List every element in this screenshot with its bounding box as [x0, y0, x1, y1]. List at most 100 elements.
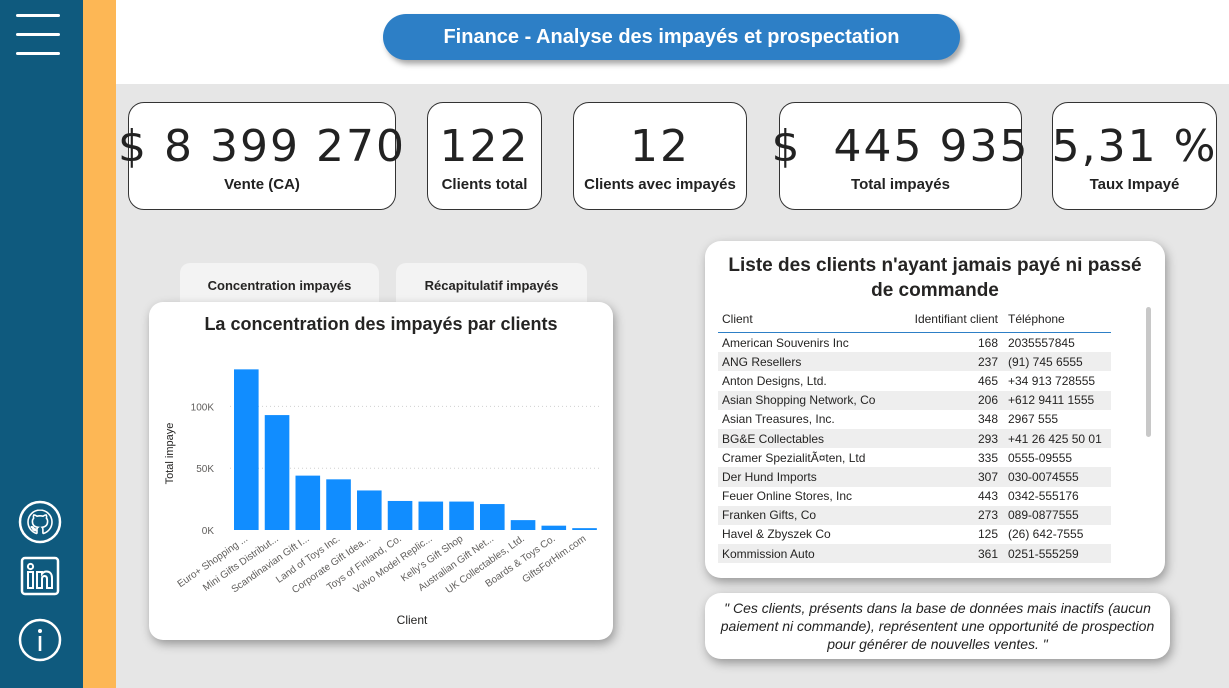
cell-phone: +34 913 728555 [1008, 373, 1096, 388]
cell-phone: (26) 642-7555 [1008, 527, 1084, 542]
kpi-value: 12 [630, 120, 690, 172]
bar [264, 415, 290, 530]
bar [541, 525, 567, 530]
cell-client: Kommission Auto [722, 546, 815, 561]
cell-phone: 2967 555 [1008, 412, 1059, 427]
cell-client: BG&E Collectables [722, 431, 825, 446]
column-header-phone[interactable]: Téléphone [1008, 311, 1065, 326]
kpi-value: $ 8 399 270 [118, 120, 406, 172]
kpi-card-sales: $ 8 399 270 Vente (CA) [118, 102, 404, 210]
kpi-card-total-clients: 122 Clients total [427, 102, 542, 210]
kpi-label: Vente (CA) [224, 175, 300, 193]
cell-client: Der Hund Imports [722, 469, 817, 484]
table-row[interactable]: Cramer SpezialitÃ¤ten, Ltd 335 0555-09555 [718, 448, 1111, 467]
bar [449, 501, 474, 530]
bar [418, 501, 444, 530]
kpi-label: Taux Impayé [1089, 175, 1180, 193]
kpi-value: 122 [439, 120, 530, 172]
kpi-card-total-unpaid: $ 445 935 Total impayés [772, 102, 1027, 210]
cell-phone: 0251-555259 [1008, 546, 1079, 561]
accent-stripe [83, 0, 116, 688]
tab-recapitulatif-impayes[interactable]: Récapitulatif impayés [396, 263, 587, 307]
x-axis-title: Client [397, 613, 428, 627]
cell-client-id: 168 [977, 335, 998, 350]
cell-client-id: 206 [977, 393, 998, 408]
kpi-label: Clients avec impayés [584, 175, 736, 193]
y-tick-label: 0K [202, 526, 215, 537]
table-row[interactable]: Asian Treasures, Inc. 348 2967 555 [718, 410, 1111, 429]
table-row[interactable]: Kommission Auto 361 0251-555259 [718, 544, 1111, 564]
kpi-label: Total impayés [851, 175, 950, 193]
kpi-value: 5,31 % [1051, 120, 1218, 172]
table-row[interactable]: Asian Shopping Network, Co 206 +612 9411 1… [718, 390, 1111, 410]
cell-client: Franken Gifts, Co [722, 508, 817, 523]
cell-client: Asian Treasures, Inc. [722, 412, 835, 427]
table-row[interactable]: BG&E Collectables 293 +41 26 425 50 01 [718, 428, 1111, 449]
table-body: American Souvenirs Inc 168 2035557845 ANG R… [718, 333, 1111, 564]
cell-client: ANG Resellers [722, 354, 802, 369]
bar [295, 475, 321, 530]
cell-client: Cramer SpezialitÃ¤ten, Ltd [722, 450, 866, 465]
sidebar [0, 0, 83, 688]
cell-client-id: 293 [977, 431, 998, 446]
cell-client-id: 348 [977, 412, 998, 427]
cell-client-id: 125 [977, 527, 998, 542]
cell-client: American Souvenirs Inc [722, 335, 849, 350]
table-title: Liste des clients n'ayant jamais payé ni… [728, 255, 1142, 301]
cell-client-id: 237 [977, 354, 998, 369]
cell-client-id: 273 [977, 508, 998, 523]
cell-client-id: 443 [977, 489, 998, 504]
cell-client: Feuer Online Stores, Inc [722, 489, 853, 504]
linkedin-icon[interactable] [20, 556, 60, 596]
bar [326, 479, 351, 530]
tab-concentration-impayes[interactable]: Concentration impayés [180, 263, 379, 307]
table-row[interactable]: Feuer Online Stores, Inc 443 0342-555176 [718, 487, 1111, 506]
info-icon[interactable] [18, 618, 62, 662]
cell-client-id: 361 [977, 546, 998, 561]
bar [480, 504, 505, 530]
bar [510, 520, 536, 530]
hamburger-icon[interactable] [16, 14, 60, 56]
y-axis-title: Total impaye [164, 423, 176, 485]
cell-client: Anton Designs, Ltd. [722, 373, 827, 388]
kpi-card-clients-unpaid: 12 Clients avec impayés [573, 102, 747, 210]
bar [357, 490, 382, 530]
table-row[interactable]: Havel & Zbyszek Co 125 (26) 642-7555 [718, 525, 1111, 544]
cell-phone: +612 9411 1555 [1008, 393, 1095, 408]
y-tick-label: 50K [196, 464, 214, 475]
table-row[interactable]: Anton Designs, Ltd. 465 +34 913 728555 [718, 371, 1111, 390]
cell-phone: 2035557845 [1008, 335, 1075, 350]
kpi-value: $ 445 935 [771, 120, 1030, 172]
scrollbar[interactable] [1146, 307, 1151, 437]
column-header-id[interactable]: Identifiant client [914, 311, 998, 326]
column-header-client[interactable]: Client [722, 311, 753, 326]
y-tick-label: 100K [191, 402, 215, 413]
chart-card: La concentration des impayés par clients… [149, 302, 613, 640]
clients-table: Client Identifiant client Téléphone Amer… [718, 305, 1111, 564]
cell-client-id: 307 [977, 469, 998, 484]
page-title: Finance - Analyse des impayés et prospec… [383, 14, 960, 60]
chart-title: La concentration des impayés par clients [204, 314, 558, 334]
clients-table-card: Liste des clients n'ayant jamais payé ni… [705, 241, 1165, 578]
bar [387, 500, 413, 530]
bar [572, 528, 597, 530]
cell-client: Asian Shopping Network, Co [722, 393, 876, 408]
bar [234, 369, 259, 530]
cell-client-id: 335 [977, 450, 998, 465]
prospection-note: " Ces clients, présents dans la base de … [705, 593, 1170, 659]
cell-phone: 0342-555176 [1008, 489, 1079, 504]
table-header: Client Identifiant client Téléphone [718, 305, 1111, 333]
cell-phone: 0555-09555 [1008, 450, 1073, 465]
github-icon[interactable] [18, 500, 62, 544]
cell-phone: 089-0877555 [1008, 508, 1079, 523]
table-row[interactable]: ANG Resellers 237 (91) 745 6555 [718, 352, 1111, 372]
cell-phone: 030-0074555 [1008, 469, 1079, 484]
cell-phone: (91) 745 6555 [1008, 354, 1083, 369]
table-row[interactable]: American Souvenirs Inc 168 2035557845 [718, 333, 1111, 352]
cell-client: Havel & Zbyszek Co [722, 527, 831, 542]
cell-client-id: 465 [977, 373, 998, 388]
table-row[interactable]: Der Hund Imports 307 030-0074555 [718, 467, 1111, 487]
cell-phone: +41 26 425 50 01 [1008, 431, 1102, 446]
table-row[interactable]: Franken Gifts, Co 273 089-0877555 [718, 505, 1111, 525]
